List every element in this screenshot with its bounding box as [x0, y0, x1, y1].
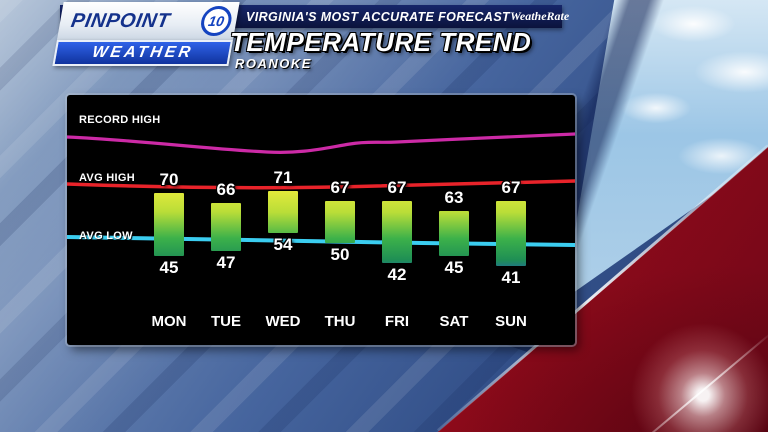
temp-bar-mon — [154, 193, 184, 256]
low-value-tue: 47 — [216, 252, 236, 272]
banner-headline: VIRGINIA'S MOST ACCURATE FORECAST — [246, 9, 511, 24]
day-label-mon: MON — [151, 313, 187, 330]
temp-bar-sat — [439, 210, 469, 256]
day-label-wed: WED — [265, 313, 301, 330]
day-label-thu: THU — [324, 313, 356, 330]
low-value-sun: 41 — [501, 267, 521, 287]
high-value-thu: 67 — [330, 177, 350, 197]
low-value-fri: 42 — [387, 265, 407, 284]
weatherate-logo: WeatheRate — [510, 9, 570, 23]
record-high-label: RECORD HIGH — [79, 114, 161, 126]
day-label-fri: FRI — [384, 313, 410, 330]
temp-bar-thu — [325, 200, 355, 243]
low-value-wed: 54 — [273, 235, 293, 254]
temperature-chart-panel: RECORD HIGH AVG HIGH AVG LOW 70 45 MON 66 47… — [67, 95, 575, 345]
channel-10-logo: 10 — [198, 6, 234, 36]
high-value-tue: 66 — [216, 180, 236, 199]
avg-high-label: AVG HIGH — [79, 172, 135, 184]
day-label-tue: TUE — [211, 313, 241, 330]
lens-flare — [618, 310, 768, 432]
avg-low-label: AVG LOW — [79, 230, 133, 242]
high-value-mon: 70 — [159, 170, 179, 189]
day-label-sun: SUN — [495, 313, 527, 330]
low-value-sat: 45 — [444, 257, 464, 277]
low-value-mon: 45 — [159, 257, 179, 277]
record-high-line — [67, 132, 575, 154]
high-value-wed: 71 — [273, 167, 293, 187]
high-value-fri: 67 — [387, 177, 407, 197]
temp-bar-fri — [382, 200, 412, 263]
page-title: TEMPERATURE TREND — [230, 27, 532, 57]
logo-pinpoint-text: PINPOINT — [69, 9, 172, 32]
temp-bar-wed — [268, 190, 298, 233]
high-value-sat: 63 — [444, 187, 464, 207]
logo-weather-text: WEATHER — [90, 44, 195, 61]
high-value-sun: 67 — [501, 177, 521, 197]
logo-bottom-panel: WEATHER — [52, 40, 233, 66]
avg-high-line — [67, 179, 575, 190]
low-value-thu: 50 — [330, 245, 350, 264]
temp-bar-tue — [211, 203, 241, 251]
day-label-sat: SAT — [439, 313, 469, 330]
logo-top-panel: PINPOINT 10 — [56, 2, 240, 40]
location-subtitle: ROANOKE — [235, 56, 312, 71]
pinpoint-weather-logo: PINPOINT 10 WEATHER — [52, 2, 240, 66]
temp-bar-sun — [496, 200, 526, 266]
